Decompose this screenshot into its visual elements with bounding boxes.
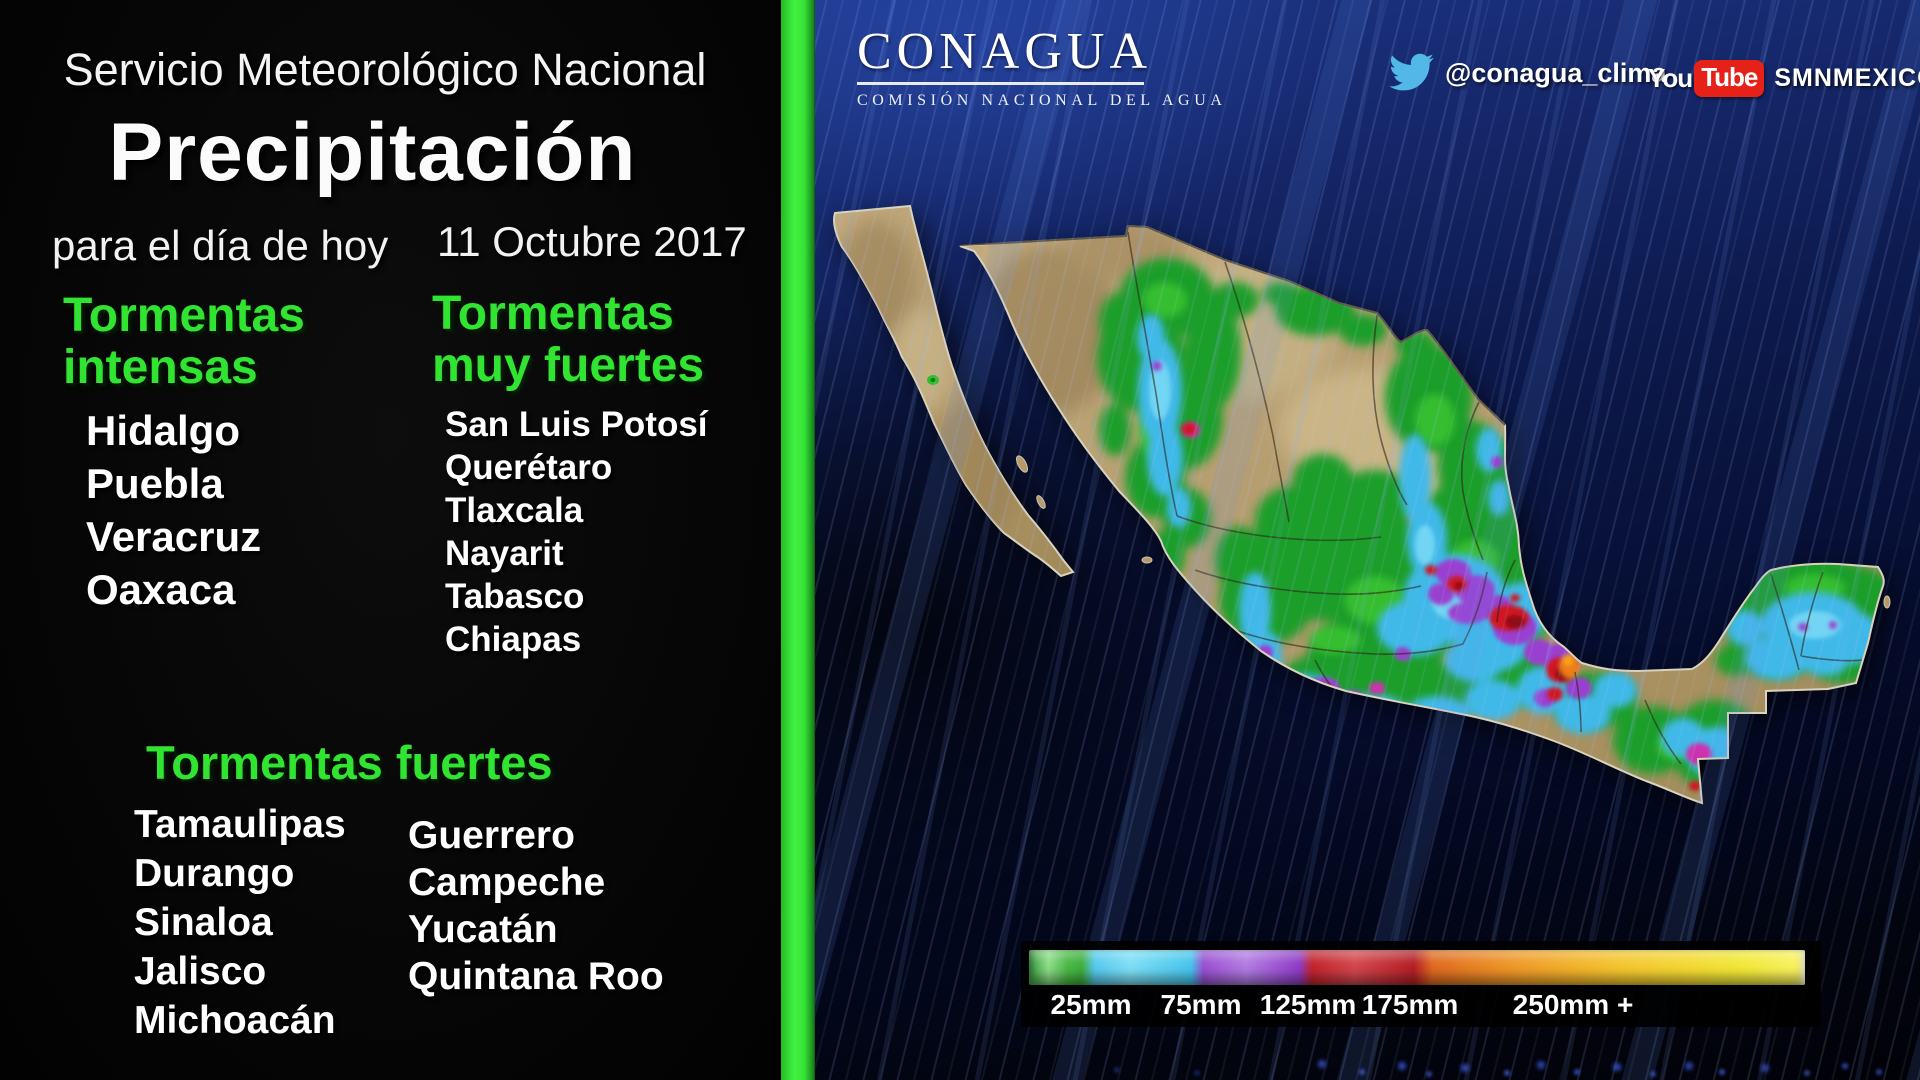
state-list-fuertes-col1: Tamaulipas Durango Sinaloa Jalisco Micho… [134, 800, 346, 1045]
legend-label: 175mm [1361, 989, 1459, 1020]
state-item: Quintana Roo [408, 955, 664, 998]
state-item: Campeche [408, 861, 606, 904]
precip-blue-light-layer [1149, 360, 1841, 639]
conagua-logo: CONAGUA COMISIÓN NACIONAL DEL AGUA [857, 26, 1227, 110]
section-header-tormentas-intensas: Tormentas intensas [63, 290, 305, 394]
youtube-info: You Tube SMNMEXICO [1648, 60, 1920, 97]
twitter-bird-icon [1389, 53, 1434, 91]
us-border-line [959, 224, 1506, 426]
page-title: Precipitación [108, 107, 637, 198]
precipitation-legend: 25mm 75mm 125mm 175mm 250mm + [1021, 941, 1821, 1027]
legend-color-bar [1029, 950, 1805, 985]
legend-label: 125mm [1259, 989, 1357, 1020]
youtube-icon-tube: Tube [1694, 60, 1765, 97]
state-item: Yucatán [408, 908, 558, 951]
state-list-intensas: Hidalgo Puebla Veracruz Oaxaca [86, 404, 261, 616]
twitter-info: @conagua_clima [1387, 52, 1666, 94]
map-panel: CONAGUA COMISIÓN NACIONAL DEL AGUA @cona… [815, 0, 1920, 1080]
green-divider-bar [781, 0, 815, 1080]
left-panel: Servicio Meteorológico Nacional Precipit… [0, 0, 781, 1080]
state-item: Tamaulipas [134, 803, 346, 846]
youtube-icon: You [1648, 63, 1693, 93]
state-item: Oaxaca [86, 566, 236, 613]
header-line: Tormentas [432, 287, 674, 340]
mexico-precipitation-map [832, 204, 1891, 805]
gulf-islands [1015, 455, 1891, 609]
state-item: Durango [134, 852, 295, 895]
state-item: Tlaxcala [445, 491, 584, 530]
date-value: 11 Octubre 2017 [437, 218, 747, 265]
state-item: San Luis Potosí [445, 405, 708, 444]
state-item: Chiapas [445, 620, 582, 659]
state-item: Tabasco [445, 577, 585, 616]
conagua-logo-rule [857, 82, 1144, 85]
state-item: Hidalgo [86, 407, 240, 454]
state-item: Jalisco [134, 950, 267, 993]
mainland-landmass [959, 224, 1885, 805]
twitter-handle: @conagua_clima [1445, 57, 1667, 88]
state-item: Nayarit [445, 534, 564, 573]
state-item: Veracruz [86, 513, 262, 560]
state-list-muy-fuertes: San Luis Potosí Querétaro Tlaxcala Nayar… [445, 403, 708, 661]
legend-label: 25mm [1050, 989, 1132, 1020]
section-header-tormentas-muy-fuertes: Tormentas muy fuertes [432, 288, 704, 392]
state-item: Sinaloa [134, 901, 273, 944]
state-item: Michoacán [134, 999, 336, 1042]
header-line: Tormentas [63, 289, 305, 342]
conagua-logo-subtitle: COMISIÓN NACIONAL DEL AGUA [857, 92, 1227, 109]
date-label: para el día de hoy [52, 222, 389, 269]
section-header-tormentas-fuertes: Tormentas fuertes [146, 736, 553, 789]
state-item: Querétaro [445, 448, 613, 487]
state-item: Guerrero [408, 814, 575, 857]
header-line: muy fuertes [432, 339, 705, 392]
conagua-logo-name: CONAGUA [857, 23, 1152, 80]
legend-label: 250mm + [1512, 989, 1634, 1020]
legend-labels: 25mm 75mm 125mm 175mm 250mm + [1029, 989, 1805, 1021]
state-list-fuertes-col2: Guerrero Campeche Yucatán Quintana Roo [408, 812, 664, 1000]
agency-title: Servicio Meteorológico Nacional [63, 44, 707, 95]
youtube-channel: SMNMEXICO [1774, 64, 1920, 92]
header-line: intensas [63, 341, 258, 394]
legend-label: 75mm [1160, 989, 1242, 1020]
rain-splashes [815, 0, 819, 4]
state-item: Puebla [86, 460, 224, 507]
